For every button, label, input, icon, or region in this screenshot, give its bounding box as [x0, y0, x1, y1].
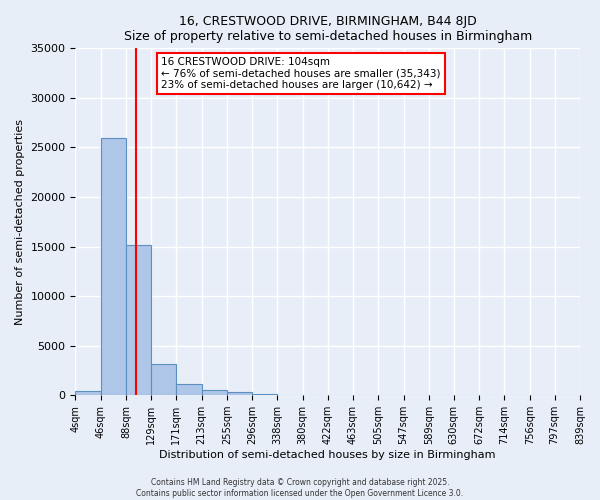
Bar — [101, 138, 126, 395]
Bar — [151, 364, 176, 395]
Bar — [76, 392, 101, 395]
Text: Contains HM Land Registry data © Crown copyright and database right 2025.
Contai: Contains HM Land Registry data © Crown c… — [136, 478, 464, 498]
X-axis label: Distribution of semi-detached houses by size in Birmingham: Distribution of semi-detached houses by … — [160, 450, 496, 460]
Bar — [202, 390, 227, 395]
Bar — [252, 394, 277, 395]
Bar — [227, 392, 252, 395]
Bar — [176, 384, 202, 395]
Bar — [126, 244, 151, 395]
Title: 16, CRESTWOOD DRIVE, BIRMINGHAM, B44 8JD
Size of property relative to semi-detac: 16, CRESTWOOD DRIVE, BIRMINGHAM, B44 8JD… — [124, 15, 532, 43]
Text: 16 CRESTWOOD DRIVE: 104sqm
← 76% of semi-detached houses are smaller (35,343)
23: 16 CRESTWOOD DRIVE: 104sqm ← 76% of semi… — [161, 57, 440, 90]
Y-axis label: Number of semi-detached properties: Number of semi-detached properties — [15, 119, 25, 325]
